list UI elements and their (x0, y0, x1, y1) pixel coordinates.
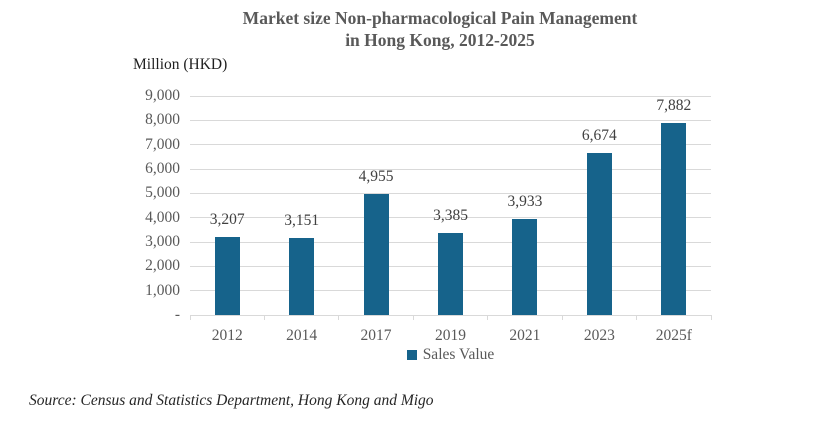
bar (363, 194, 389, 315)
bar-value-label: 6,674 (581, 126, 617, 144)
x-axis-tick (338, 315, 340, 320)
source-note: Source: Census and Statistics Department… (29, 392, 434, 409)
x-axis-tick (710, 315, 712, 320)
legend-label: Sales Value (422, 346, 495, 363)
x-axis-tick (561, 315, 563, 320)
bar (214, 236, 240, 315)
bar-value-label: 4,955 (358, 168, 394, 186)
y-axis-tick-label: 3,000 (145, 233, 180, 250)
y-axis-tick-label: 5,000 (145, 184, 180, 202)
gridline (190, 119, 711, 121)
y-axis-tick-label: 2,000 (145, 257, 180, 275)
x-axis-tick (263, 315, 265, 320)
x-axis-tick (487, 315, 489, 320)
y-axis-tick-label: - (174, 306, 180, 323)
legend-swatch-icon (406, 350, 417, 360)
gridline (190, 95, 711, 97)
x-axis-tick (636, 315, 638, 320)
bar (586, 152, 612, 315)
x-axis-category-label: 2019 (434, 327, 466, 344)
y-axis-tick-label: 7,000 (145, 135, 180, 153)
chart-title-line1: Market size Non-pharmacological Pain Man… (242, 8, 638, 28)
x-axis-category-label: 2025f (655, 327, 692, 344)
x-axis-tick (412, 315, 414, 320)
bar-value-label: 3,933 (507, 193, 543, 211)
bar (438, 232, 463, 315)
x-axis-category-label: 2021 (509, 327, 541, 344)
y-axis-tick-label: 6,000 (145, 160, 180, 177)
bar-value-label: 7,882 (656, 97, 692, 115)
y-axis-tick-label: 8,000 (145, 111, 180, 129)
gridline (190, 314, 711, 316)
bar (661, 123, 687, 315)
y-axis-tick-label: 9,000 (145, 87, 180, 104)
bar-value-label: 3,385 (433, 206, 468, 224)
plot-area: - 1,000 2,000 3,000 4,000 5,000 6,000 7,000 8,00… (145, 87, 712, 344)
legend: Sales Value (190, 347, 711, 363)
x-axis-category-label: 2014 (286, 327, 318, 344)
gridline (190, 192, 711, 194)
gridline (190, 168, 711, 170)
bar (512, 219, 538, 315)
y-axis-tick-label: 4,000 (145, 208, 180, 226)
chart-title: Market size Non-pharmacological Pain Man… (50, 7, 830, 51)
chart-title-line2: in Hong Kong, 2012-2025 (345, 30, 535, 50)
bar-value-label: 3,151 (284, 212, 320, 230)
y-axis-tick-label: 1,000 (145, 281, 180, 299)
gridline (190, 144, 711, 146)
x-axis-category-label: 2023 (583, 327, 615, 344)
y-axis-unit-label: Million (HKD) (133, 56, 228, 73)
x-axis-category-label: 2012 (211, 327, 243, 344)
x-axis-tick (189, 315, 191, 320)
bar-value-label: 3,207 (209, 210, 245, 228)
gridline (190, 217, 711, 219)
bar (289, 238, 315, 315)
x-axis-category-label: 2017 (360, 327, 392, 344)
